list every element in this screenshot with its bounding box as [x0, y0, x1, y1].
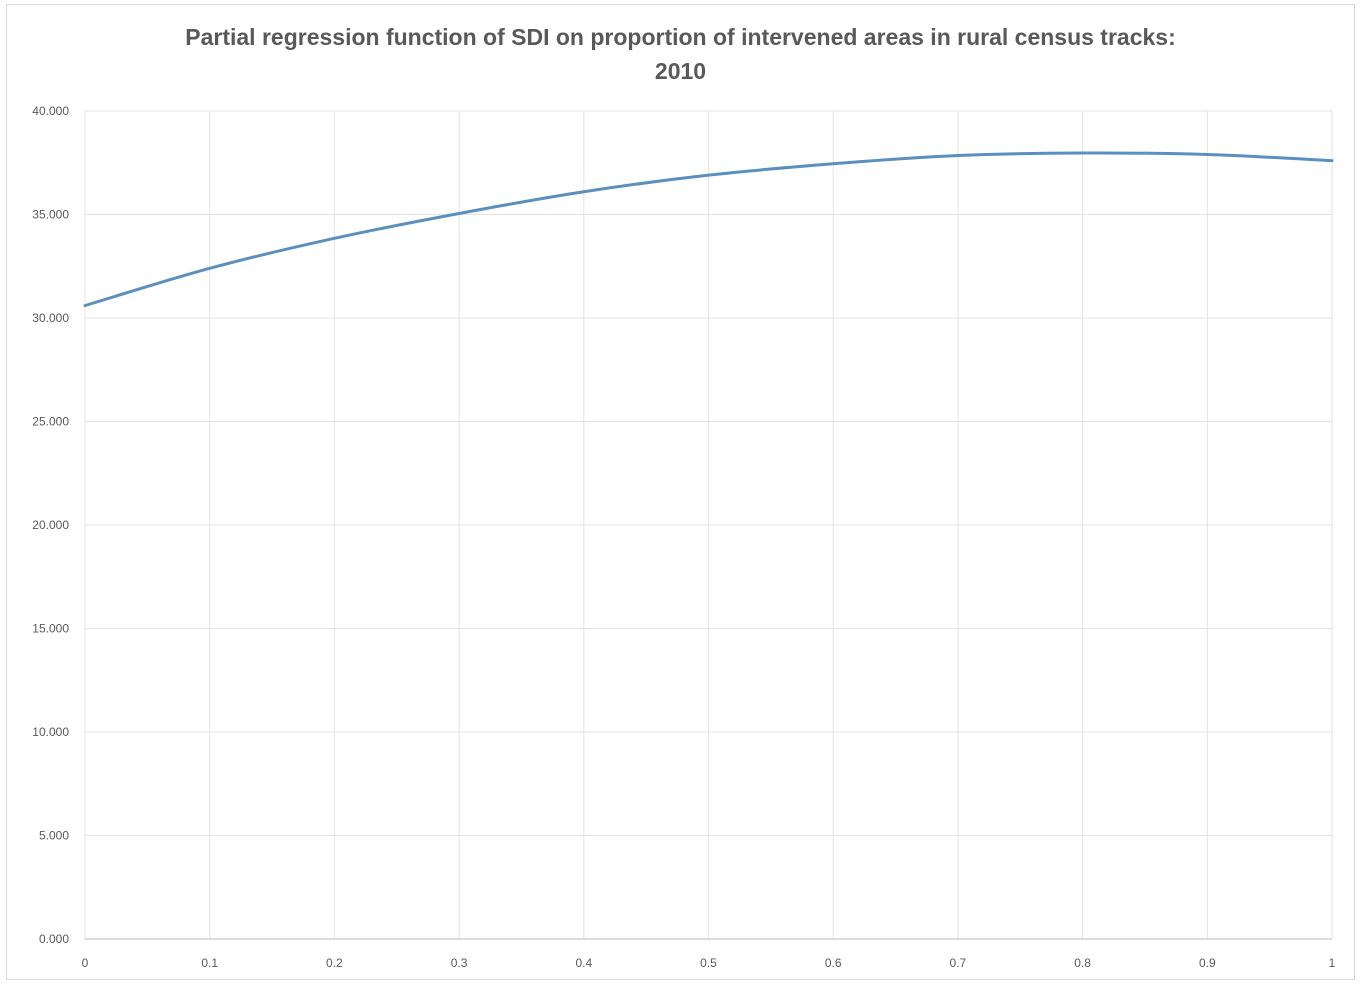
- chart-title-line-1: Partial regression function of SDI on pr…: [185, 24, 1176, 50]
- y-tick-label: 5.000: [39, 829, 69, 843]
- y-tick-label: 10.000: [32, 725, 69, 739]
- chart-title: Partial regression function of SDI on pr…: [0, 20, 1361, 88]
- gridlines: [84, 110, 1333, 939]
- x-tick-label: 0.4: [575, 956, 592, 970]
- y-tick-label: 0.000: [39, 932, 69, 946]
- x-tick-label: 0.7: [950, 956, 967, 970]
- chart-frame: [6, 4, 1355, 980]
- x-tick-label: 0.2: [326, 956, 343, 970]
- y-tick-label: 35.000: [32, 208, 69, 222]
- x-tick-label: 0: [82, 956, 89, 970]
- series-line: [83, 151, 1334, 308]
- x-tick-label: 0.9: [1199, 956, 1216, 970]
- chart-title-line-2: 2010: [654, 58, 707, 84]
- series-layer: [83, 151, 1334, 308]
- y-tick-label: 30.000: [32, 311, 69, 325]
- y-tick-label: 15.000: [32, 622, 69, 636]
- tick-labels: 0.000 5.000 10.000 15.000 20.000 25.000 30.000…: [32, 104, 1335, 970]
- y-tick-label: 20.000: [32, 518, 69, 532]
- x-tick-label: 0.1: [201, 956, 218, 970]
- x-tick-label: 0.6: [825, 956, 842, 970]
- y-tick-label: 25.000: [32, 415, 69, 429]
- x-tick-label: 0.8: [1074, 956, 1091, 970]
- x-tick-label: 0.5: [700, 956, 717, 970]
- x-tick-label: 1: [1329, 956, 1336, 970]
- y-tick-label: 40.000: [32, 104, 69, 118]
- x-tick-label: 0.3: [451, 956, 468, 970]
